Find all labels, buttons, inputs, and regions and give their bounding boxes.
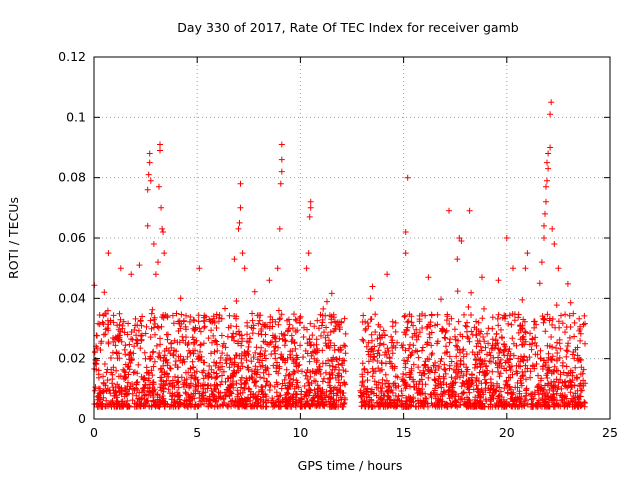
x-tick-label: 0 [90, 425, 98, 440]
x-tick-label: 25 [602, 425, 618, 440]
x-tick-label: 5 [193, 425, 201, 440]
y-tick-label: 0 [78, 411, 86, 426]
x-tick-label: 20 [499, 425, 515, 440]
y-tick-label: 0.1 [66, 109, 86, 124]
y-tick-label: 0.12 [58, 49, 86, 64]
chart-title: Day 330 of 2017, Rate Of TEC Index for r… [177, 20, 518, 35]
y-tick-label: 0.06 [58, 230, 86, 245]
y-axis-label: ROTI / TECUs [6, 197, 21, 279]
data-points [91, 99, 589, 410]
y-tick-label: 0.02 [58, 351, 86, 366]
x-tick-label: 10 [292, 425, 308, 440]
y-tick-label: 0.04 [58, 290, 86, 305]
axis-ticks: 0 5 10 15 20 25 0 0.02 0.04 0.06 0.08 0.1 0.12 [58, 49, 618, 440]
roti-point-markers [91, 99, 589, 410]
x-axis-label: GPS time / hours [298, 458, 403, 473]
y-tick-label: 0.08 [58, 170, 86, 185]
x-tick-label: 15 [396, 425, 412, 440]
